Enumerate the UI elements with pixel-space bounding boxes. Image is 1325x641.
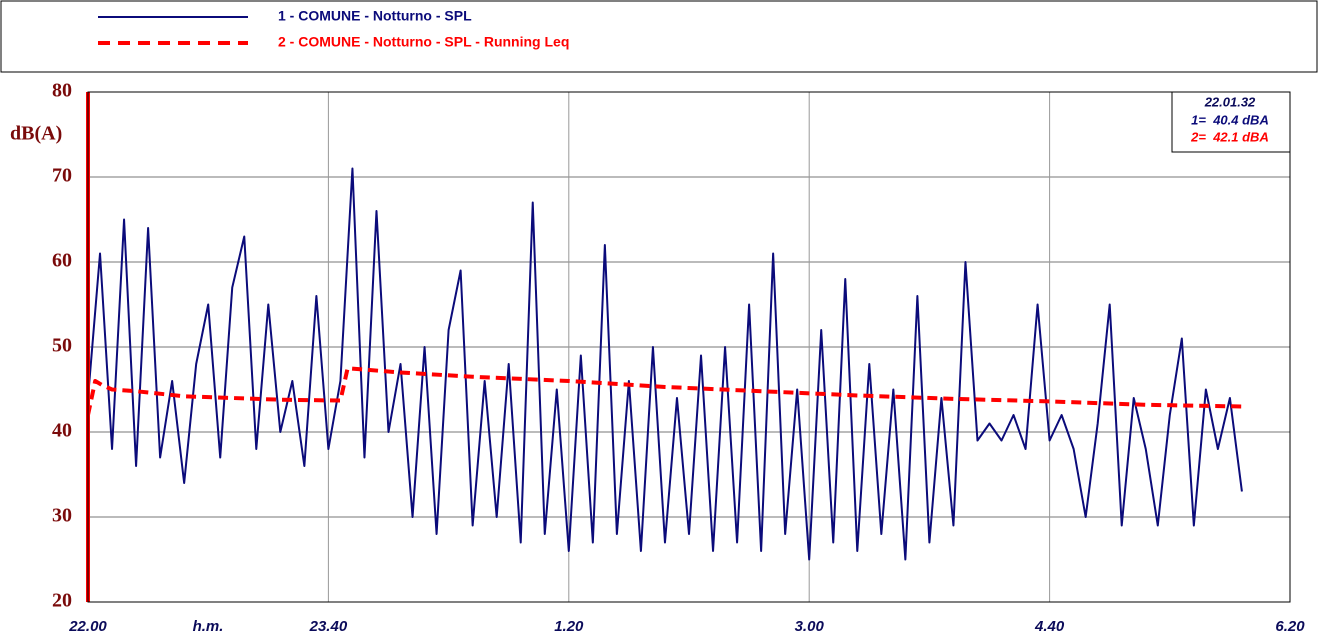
legend-label: 2 - COMUNE - Notturno - SPL - Running Le…: [278, 34, 569, 50]
x-tick-label: 6.20: [1275, 618, 1305, 635]
annotation-time: 22.01.32: [1204, 94, 1256, 109]
y-tick-label: 70: [52, 165, 72, 187]
y-axis-label: dB(A): [10, 123, 62, 145]
legend-label: 1 - COMUNE - Notturno - SPL: [278, 8, 472, 24]
y-tick-label: 20: [52, 590, 72, 612]
legend-box: [0, 0, 1318, 73]
series-line: [87, 167, 1243, 561]
x-tick-label: 22.00: [68, 618, 107, 635]
annotation-value: 2= 42.1 dBA: [1190, 129, 1269, 144]
x-tick-label: 23.40: [309, 618, 348, 635]
annotation-box: [1171, 91, 1291, 153]
annotation-value: 1= 40.4 dBA: [1191, 112, 1269, 127]
y-tick-label: 50: [52, 335, 72, 357]
y-tick-label: 60: [52, 250, 72, 272]
y-tick-label: 40: [52, 420, 72, 442]
x-tick-label: 1.20: [554, 618, 584, 635]
plot-frame: [87, 91, 1291, 603]
y-tick-label: 80: [52, 80, 72, 102]
x-tick-label: 4.40: [1034, 618, 1065, 635]
series-line: [86, 366, 1242, 416]
x-axis-label: h.m.: [193, 618, 224, 635]
plot: [86, 167, 1243, 561]
y-tick-label: 30: [52, 505, 72, 527]
x-tick-label: 3.00: [795, 618, 825, 635]
